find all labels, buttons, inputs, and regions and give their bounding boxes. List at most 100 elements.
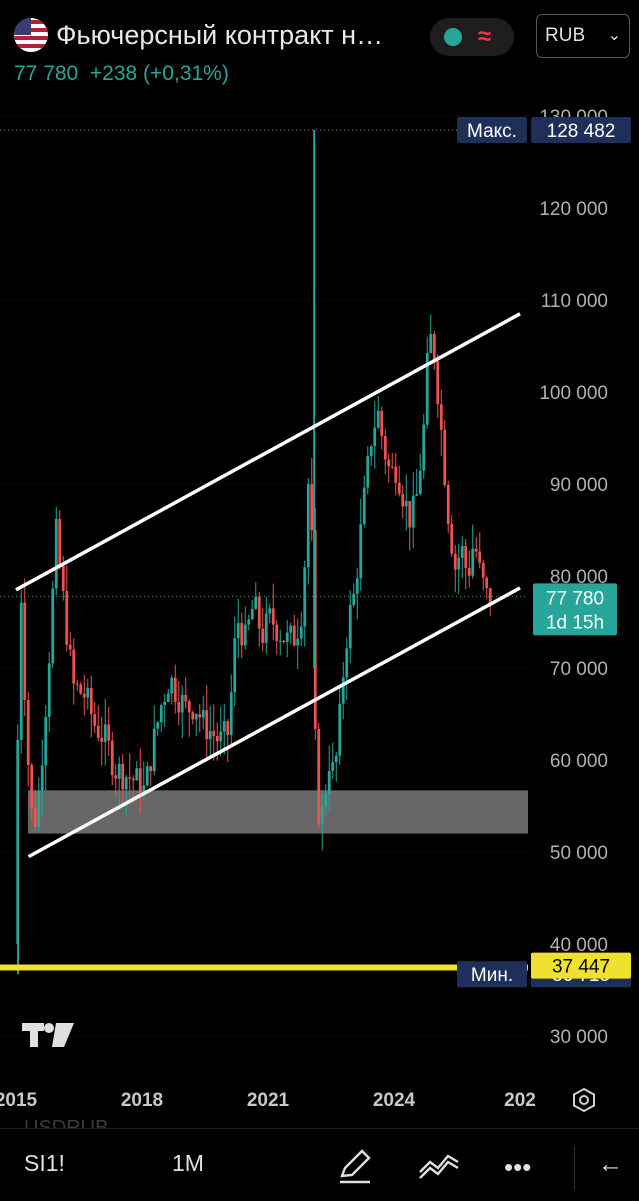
candle-body: [408, 500, 412, 528]
candle-body: [72, 649, 76, 684]
candle-body: [44, 717, 48, 766]
candle-body: [163, 701, 167, 706]
trend-lines: [0, 312, 528, 971]
candle-body: [285, 632, 289, 643]
candle-body: [205, 710, 209, 740]
candle-body: [457, 557, 461, 570]
tradingview-logo: [22, 1023, 74, 1047]
candle-body: [380, 410, 384, 437]
candle-body: [334, 755, 338, 763]
y-tick-label: 40 000: [550, 935, 608, 956]
candle-body: [471, 548, 475, 576]
candle-body: [180, 694, 184, 713]
y-tick-label: 90 000: [550, 475, 608, 496]
candle-body: [271, 608, 275, 625]
candle-body: [117, 763, 121, 779]
candle-body: [187, 701, 191, 713]
x-tick-label: 202: [504, 1090, 536, 1111]
candle-body: [422, 424, 426, 471]
candle-body: [394, 466, 398, 483]
candle-body: [170, 677, 174, 694]
candle-body: [432, 334, 436, 362]
candle-body: [306, 484, 310, 568]
max-tag-label-bg: [457, 116, 527, 143]
candle-body: [159, 705, 163, 723]
candle-body: [236, 623, 240, 639]
candle-body: [26, 699, 30, 765]
draw-pencil-icon[interactable]: [336, 1146, 376, 1186]
support-tag-value: 37 447: [552, 957, 610, 978]
back-arrow-icon[interactable]: ←: [598, 1150, 623, 1178]
candle-body: [177, 702, 181, 713]
candle-body: [359, 524, 363, 579]
candle-body: [103, 724, 107, 742]
candle-body: [411, 495, 415, 528]
max-tag-value-bg: [531, 116, 631, 143]
y-tick-label: 110 000: [541, 291, 608, 312]
chevron-down-icon: ⌄: [607, 27, 621, 44]
currency-select[interactable]: RUB ⌄: [536, 14, 630, 58]
candle-body: [131, 778, 135, 781]
chart-grid: [0, 115, 528, 1037]
candle-body: [341, 677, 345, 704]
candle-body: [415, 494, 419, 496]
x-tick-label: 2021: [247, 1090, 290, 1111]
settings-hex-icon[interactable]: [573, 1087, 595, 1113]
candle-body: [110, 740, 114, 776]
indicators-icon[interactable]: [418, 1146, 462, 1186]
chart-header: Фьючерсный контракт н… ≈ RUB ⌄ 77 780 +2…: [0, 0, 639, 95]
candle-body: [369, 446, 373, 457]
candle-body: [485, 577, 489, 589]
candle-body: [156, 722, 160, 729]
candle-body: [30, 764, 34, 809]
candle-body: [226, 721, 230, 736]
candle-body: [289, 625, 293, 633]
market-status-pill[interactable]: ≈: [430, 18, 514, 56]
candle-body: [250, 608, 254, 620]
candle-body: [401, 493, 405, 507]
candle-body: [453, 553, 457, 570]
candle-body: [292, 625, 296, 646]
max-tag-label: Макс.: [467, 121, 517, 142]
symbol-button[interactable]: SI1!: [24, 1150, 65, 1176]
candle-body: [376, 410, 380, 428]
candle-body: [222, 721, 226, 732]
candle-body: [33, 808, 37, 827]
candle-body: [320, 806, 324, 824]
candle-body: [373, 427, 377, 447]
candle-body: [355, 578, 359, 594]
candle-body: [54, 518, 58, 589]
candle-body: [124, 777, 128, 790]
candle-body: [450, 524, 454, 554]
gray-zone: [28, 790, 528, 834]
more-icon[interactable]: •••: [504, 1152, 532, 1182]
current-tag-countdown: 1d 15h: [546, 612, 604, 633]
candle-body: [142, 785, 146, 795]
currency-value: RUB: [545, 25, 586, 46]
symbol-title[interactable]: Фьючерсный контракт н…: [56, 20, 384, 50]
candle-body: [478, 551, 482, 563]
y-tick-label: 60 000: [550, 751, 608, 772]
candle-body: [96, 725, 100, 738]
current-tag-bg: [533, 583, 617, 636]
candle-body: [114, 775, 118, 779]
candle-body: [82, 693, 86, 698]
candle-body: [152, 728, 156, 772]
candle-body: [233, 638, 237, 693]
candle-body: [100, 737, 104, 742]
candle-body: [68, 644, 72, 650]
candle-body: [40, 765, 44, 791]
candle-body: [257, 596, 261, 629]
candle-body: [208, 730, 212, 740]
y-tick-label: 50 000: [550, 843, 608, 864]
upper-channel-line: [15, 312, 521, 592]
price-line: 77 780 +238 (+0,31%): [14, 62, 229, 86]
candle-body: [310, 484, 314, 531]
max-tag-value: 128 482: [547, 121, 616, 142]
candle-body: [446, 484, 450, 525]
candle-body: [215, 736, 219, 742]
candle-body: [128, 777, 132, 779]
y-tick-label: 30 000: [550, 1027, 608, 1048]
interval-button[interactable]: 1M: [172, 1150, 204, 1176]
